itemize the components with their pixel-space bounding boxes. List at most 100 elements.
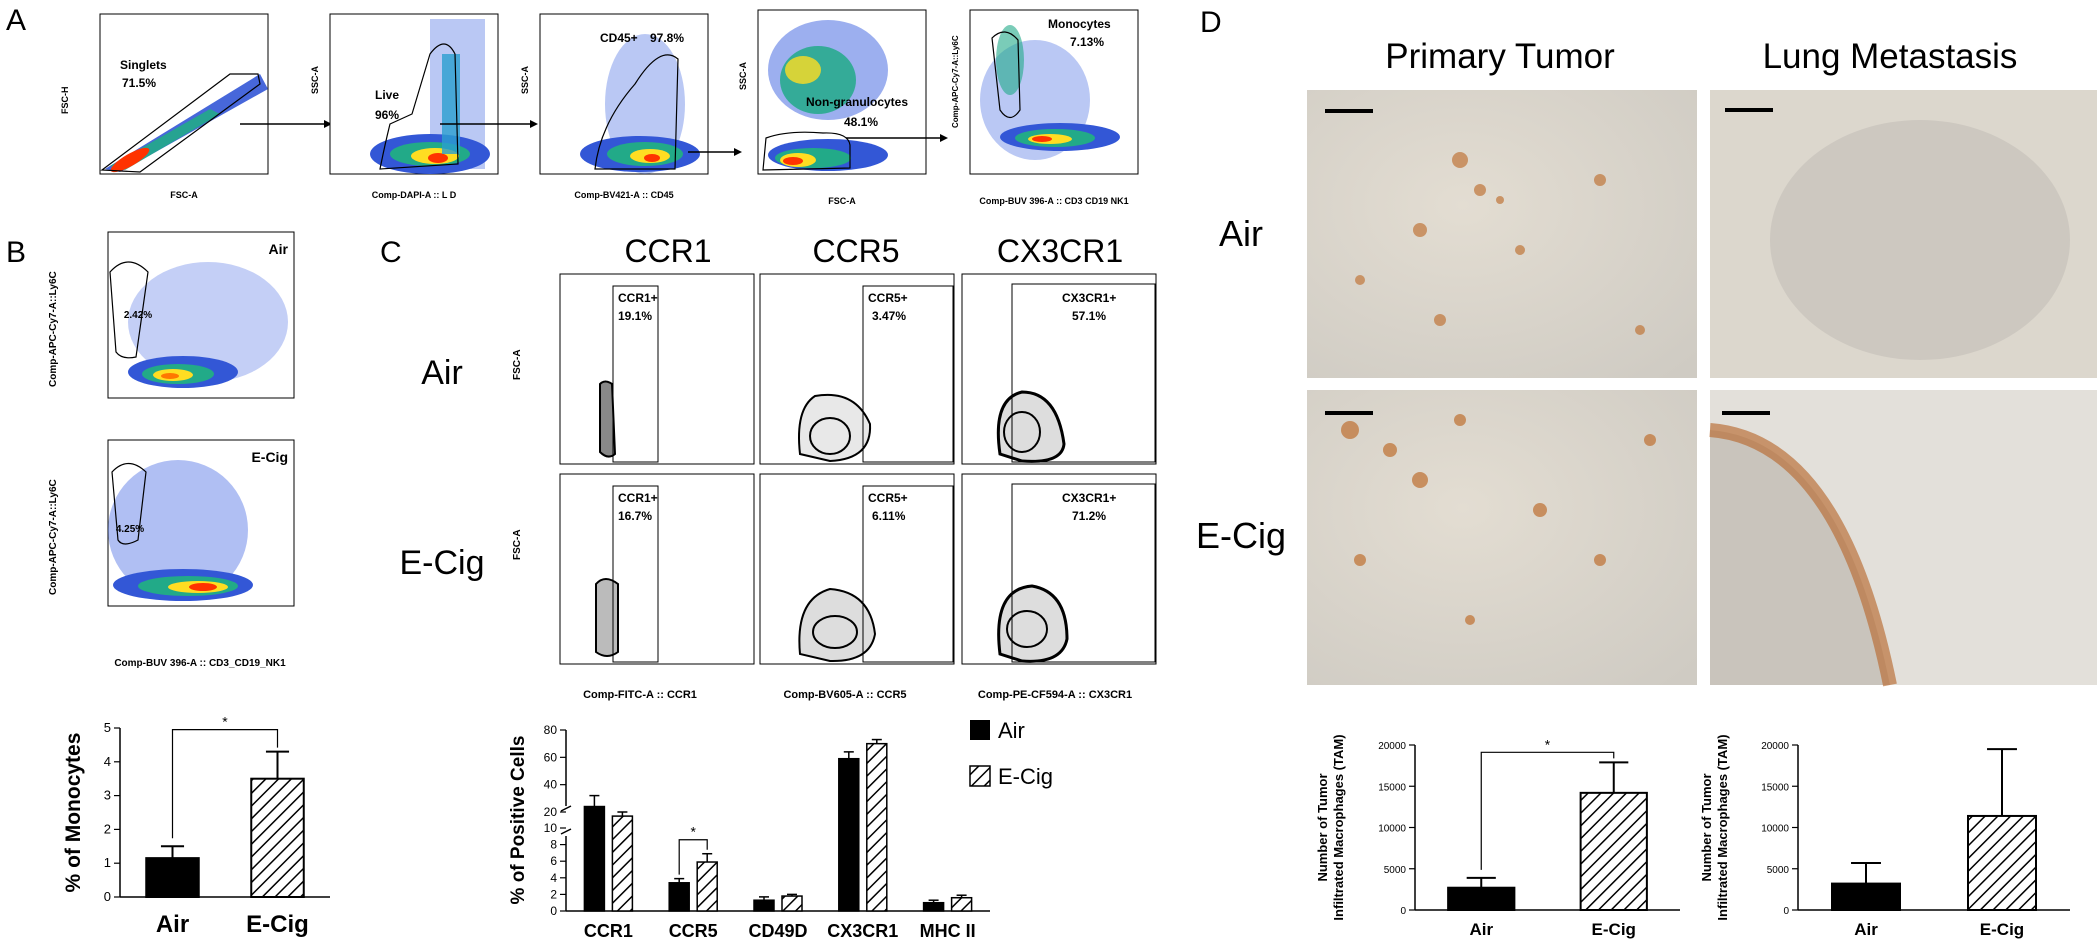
gate-name: Live (375, 88, 399, 102)
flow-plot-monocytes: Monocytes 7.13% Comp-APC-Cy7-A::Ly6C Com… (951, 9, 1139, 206)
flow-plot-air: Air 2.42% Comp-APC-Cy7-A::Ly6C (48, 231, 295, 399)
tumor-region (1770, 120, 2070, 360)
panel-letter-a: A (6, 4, 26, 37)
y-tick-label: 15000 (1378, 782, 1406, 793)
gate-name: Monocytes (1048, 17, 1111, 31)
axis-xlabel: Comp-PE-CF594-A :: CX3CR1 (978, 689, 1132, 701)
gate-outline (991, 31, 1021, 119)
axis-break-mark (560, 805, 572, 812)
arrowhead (324, 120, 332, 128)
bar (145, 857, 200, 899)
y-tick-label: 20000 (1378, 741, 1406, 752)
contour-plot-air-cx3cr1: CX3CR1+ 57.1% (961, 273, 1157, 465)
y-tick-label: 8 (550, 838, 557, 852)
row-label-air: Air (421, 354, 463, 392)
gate-outline (594, 54, 679, 170)
gate-percent: 7.13% (1070, 35, 1104, 49)
scatter-density (580, 34, 700, 174)
axis-ylabel: Comp-APC-Cy7-A::Ly6C (48, 271, 59, 387)
condition-label: Air (269, 241, 289, 257)
y-axis-label: Number of Tumor (1315, 773, 1330, 881)
gate-name: CX3CR1+ (1062, 291, 1116, 305)
axis-xlabel: Comp-BUV 396-A :: CD3 CD19 NK1 (979, 196, 1128, 206)
bar (866, 742, 888, 912)
gate-percent: 2.42% (124, 310, 152, 321)
contour-plot-ecig-ccr1: CCR1+ 16.7% (559, 473, 755, 665)
panel-letter-d: D (1200, 6, 1222, 39)
bar (781, 895, 803, 912)
gate-outline (762, 131, 851, 171)
tissue-background (1307, 90, 1697, 378)
bar (668, 882, 690, 912)
category-label: CCR5 (669, 921, 718, 941)
bar (922, 901, 945, 912)
axis-xlabel: Comp-BV605-A :: CCR5 (783, 689, 906, 701)
panel-d-ihc: Primary Tumor Lung Metastasis Air E-Cig (1196, 37, 2097, 687)
y-tick-label: 0 (1400, 906, 1406, 917)
significance-star: * (222, 714, 228, 730)
contour-inner (1006, 610, 1048, 648)
ihc-image-air-lung (1710, 90, 2097, 378)
flow-plot-nongranulocytes: Non-granulocytes 48.1% SSC-A FSC-A (738, 9, 927, 206)
category-label: E-Cig (1980, 920, 2024, 939)
y-tick-label: 0 (550, 904, 557, 918)
gate-name: CCR1+ (618, 291, 658, 305)
legend-label-ecig: E-Cig (998, 764, 1053, 789)
category-label: Air (1854, 920, 1878, 939)
contour (996, 390, 1066, 463)
row-label-air: Air (1219, 213, 1263, 254)
gate-percent: 48.1% (844, 115, 878, 129)
y-tick-label: 1 (104, 855, 111, 870)
legend-swatch-ecig (969, 765, 991, 787)
flow-plot-live: Live 96% SSC-A Comp-DAPI-A :: L D (310, 13, 499, 200)
plot-frame (559, 273, 755, 465)
axis-ylabel: FSC-A (512, 529, 523, 560)
row-label-ecig: E-Cig (399, 544, 484, 582)
bar (838, 757, 860, 912)
axis-ylabel: SSC-A (738, 61, 748, 90)
significance-bracket (678, 839, 708, 875)
column-title-cx3cr1: CX3CR1 (997, 233, 1123, 269)
gate-outline (109, 261, 149, 359)
panel-c-flow: CCR1 CCR5 CX3CR1 Air E-Cig FSC-A FSC-A C… (399, 233, 1157, 701)
axis-xlabel: Comp-BUV 396-A :: CD3_CD19_NK1 (114, 658, 286, 669)
axis-ylabel: FSC-A (512, 349, 523, 380)
contour-plot-ecig-ccr5: CCR5+ 6.11% (759, 473, 955, 665)
stained-cells (1355, 152, 1645, 335)
chart-positive-cells: 0 2 4 6 8 10 20 40 60 80 CCR1 CCR5 CD49D CX3CR1 MHC II… (508, 718, 1053, 941)
tumor-region (1710, 430, 1890, 685)
axis-ylabel: Comp-APC-Cy7-A::Ly6C (48, 479, 59, 595)
contour-plot-air-ccr5: CCR5+ 3.47% (759, 273, 955, 465)
gate-percent: 6.11% (872, 509, 906, 523)
y-tick-label: 10000 (1378, 824, 1406, 835)
flow-plot-cd45: CD45+ 97.8% SSC-A Comp-BV421-A :: CD45 (520, 13, 709, 200)
gate-percent: 97.8% (650, 31, 684, 45)
significance-star: * (690, 824, 696, 840)
category-label: E-Cig (1592, 920, 1636, 939)
axis-ylabel: Comp-APC-Cy7-A::Ly6C (951, 35, 960, 128)
condition-label: E-Cig (251, 449, 288, 465)
bar (1831, 882, 1901, 911)
y-tick-label: 80 (544, 723, 558, 737)
y-tick-label: 60 (544, 750, 558, 764)
gate-name: CCR5+ (868, 291, 908, 305)
bar (696, 861, 718, 912)
arrowhead (734, 148, 742, 156)
gate-name: Singlets (120, 58, 167, 72)
stained-cells (1341, 414, 1656, 625)
column-title-primary-tumor: Primary Tumor (1385, 37, 1615, 76)
y-tick-label: 20 (544, 805, 558, 819)
y-tick-label: 4 (550, 871, 557, 885)
legend-label-air: Air (998, 718, 1025, 743)
legend-swatch-air (970, 720, 990, 740)
gate-percent: 71.5% (122, 76, 156, 90)
bar (950, 896, 973, 912)
gate-percent: 96% (375, 108, 399, 122)
chart-tam-primary: 0 5000 10000 15000 20000 Air E-Cig * Number of T… (1315, 734, 1680, 939)
gate-outline (612, 285, 659, 463)
y-axis-label: % of Positive Cells (508, 736, 529, 905)
y-tick-label: 4 (104, 754, 111, 769)
chart-tam-lung: 0 5000 10000 15000 20000 Air E-Cig Number of Tu… (1699, 734, 2070, 939)
y-tick-label: 0 (104, 889, 111, 904)
